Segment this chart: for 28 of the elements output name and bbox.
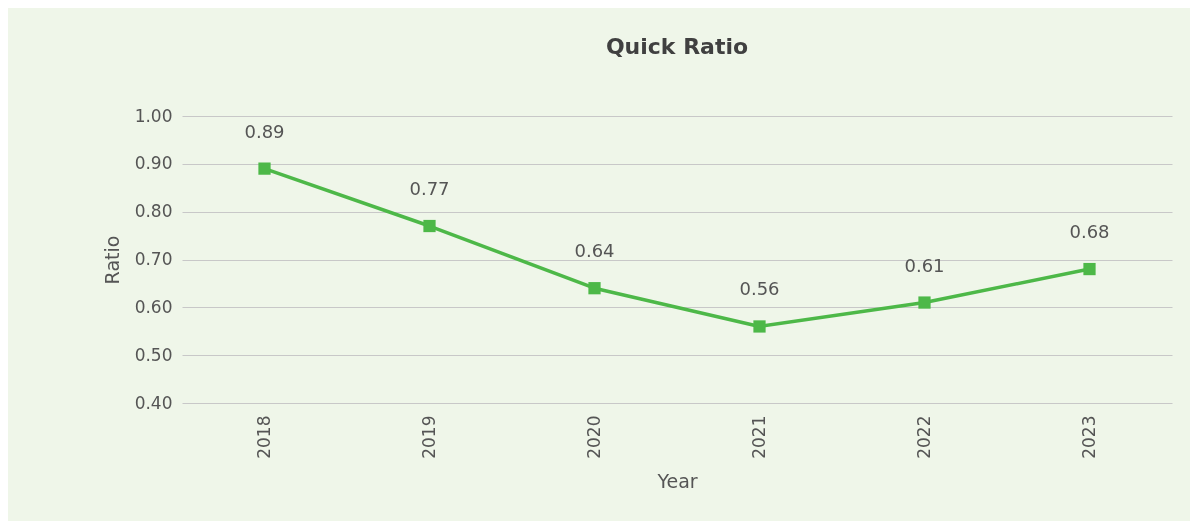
y-tick-label: 0.70: [134, 249, 173, 269]
x-tick-label: 2019: [419, 415, 439, 459]
data-label: 0.61: [904, 254, 945, 276]
point: [258, 162, 271, 175]
y-tick-label: 0.60: [134, 296, 173, 317]
x-tick-label: 2018: [254, 415, 274, 459]
point: [753, 320, 766, 333]
point: [918, 296, 931, 309]
data-label: 0.68: [1069, 221, 1110, 243]
x-tick-label: 2020: [584, 415, 604, 459]
x-tick-label: 2021: [749, 415, 769, 459]
x-tick-label: 2023: [1079, 415, 1099, 459]
y-tick-label: 0.40: [134, 392, 173, 413]
y-tick-label: 0.80: [134, 201, 173, 222]
data-label: 0.56: [739, 278, 780, 300]
y-tick-label: 1.00: [134, 105, 173, 126]
y-tick-label: 0.50: [134, 344, 173, 365]
point: [1083, 262, 1096, 276]
data-label: 0.77: [409, 178, 450, 200]
y-axis-title: Ratio: [100, 235, 123, 285]
x-tick-label: 2022: [914, 415, 934, 459]
chart-title: Quick Ratio: [605, 34, 749, 59]
point: [588, 282, 601, 295]
point: [423, 219, 436, 233]
data-label: 0.64: [574, 240, 615, 262]
x-axis-title: Year: [656, 469, 698, 492]
y-tick-label: 0.90: [134, 153, 173, 174]
data-label: 0.89: [244, 120, 285, 142]
